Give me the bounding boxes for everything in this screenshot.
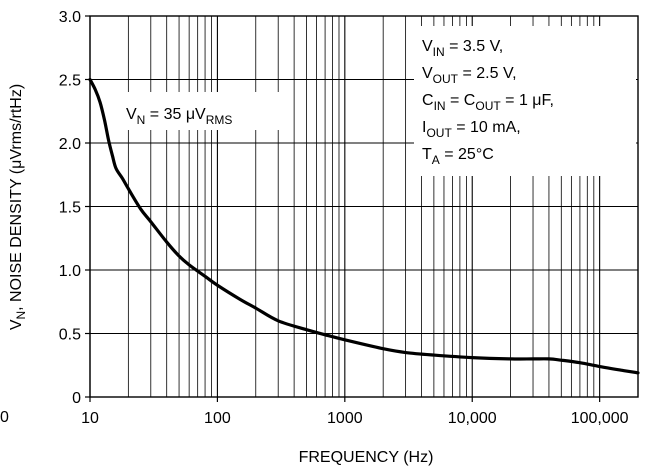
x-axis-title: FREQUENCY (Hz) [299,449,434,466]
x-tick-label: 1000 [327,410,363,427]
x-axis-ticks: 10 100 1000 10,000 100,000 [81,397,629,427]
y-axis-ticks: 0 0.5 1.0 1.5 2.0 2.5 3.0 [59,9,90,407]
y-tick-label: 1.0 [59,263,81,280]
noise-density-curve [88,77,640,375]
noise-label-box [117,92,282,130]
noise-label: VN = 35 μVRMS [126,106,232,127]
left-edge-label: 0 [0,409,9,426]
condition-line: TA = 25°C [422,146,494,167]
conditions-box [414,26,636,176]
conditions-annotation: VIN = 3.5 V, VOUT = 2.5 V, CIN = COUT = 1 … [422,38,554,167]
x-tick-label: 100,000 [571,410,629,427]
condition-line: VIN = 3.5 V, [422,38,503,59]
y-tick-label: 0 [72,390,81,407]
y-tick-label: 1.5 [59,200,81,217]
x-tick-label: 10,000 [448,410,497,427]
series-layer [88,77,640,375]
x-tick-label: 10 [81,410,99,427]
condition-line: IOUT = 10 mA, [422,119,521,140]
condition-line: CIN = COUT = 1 μF, [422,92,554,113]
condition-line: VOUT = 2.5 V, [422,65,517,86]
y-tick-label: 0.5 [59,327,81,344]
y-tick-label: 3.0 [59,9,81,26]
y-tick-label: 2.0 [59,136,81,153]
y-axis-title: VN, NOISE DENSITY (μVrms/rtHz) [8,84,28,330]
x-tick-label: 100 [204,410,231,427]
y-tick-label: 2.5 [59,73,81,90]
